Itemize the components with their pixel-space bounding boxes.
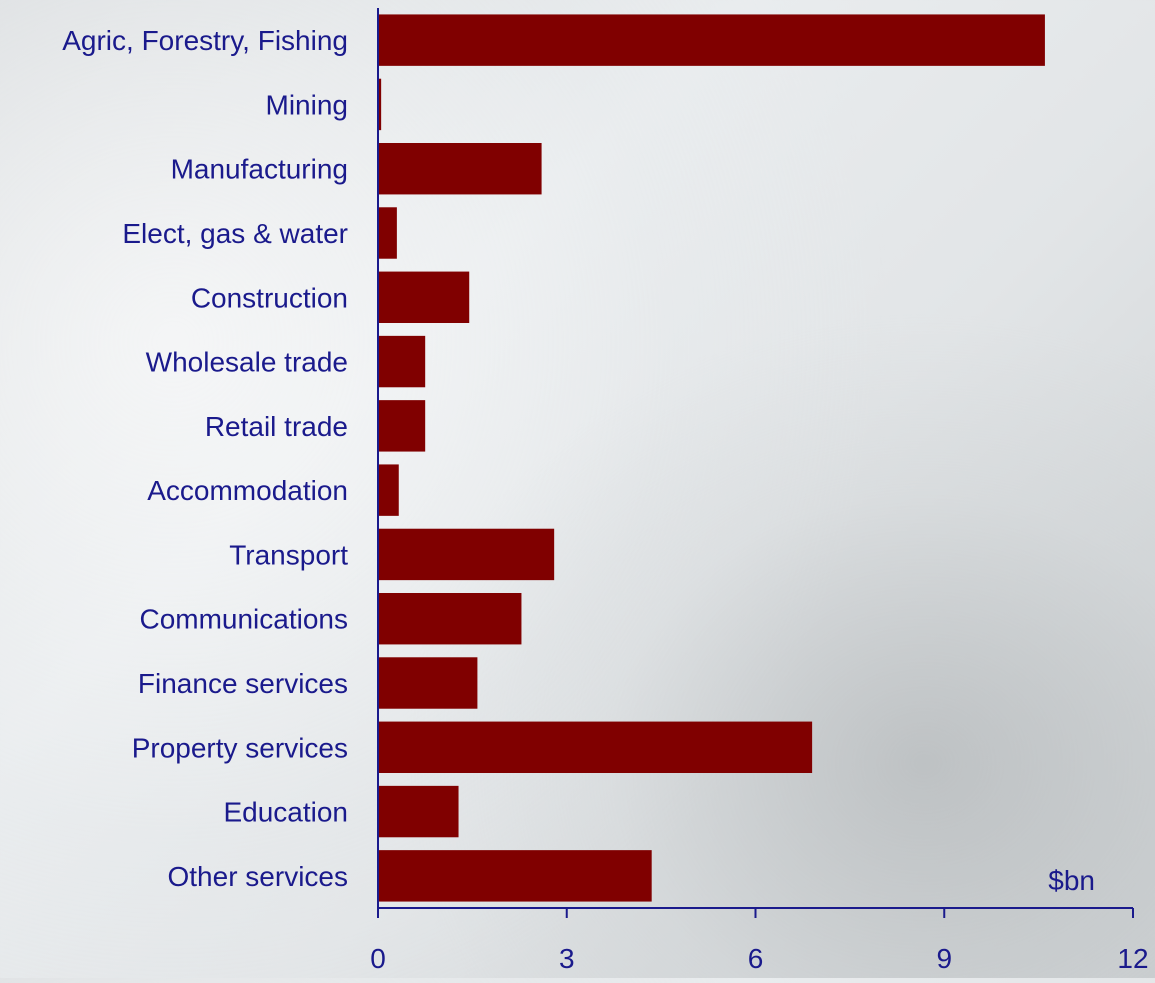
x-tick-label-1: 3 — [559, 943, 575, 974]
bar-12 — [378, 785, 459, 838]
category-label-3: Elect, gas & water — [122, 218, 348, 249]
bar-0 — [378, 14, 1045, 66]
bars-group — [378, 14, 1045, 902]
category-label-4: Construction — [191, 282, 348, 313]
x-tick-label-0: 0 — [370, 943, 386, 974]
category-label-0: Agric, Forestry, Fishing — [62, 25, 348, 56]
bar-8 — [378, 528, 555, 581]
bar-1 — [378, 78, 382, 131]
x-tick-label-3: 9 — [936, 943, 952, 974]
category-label-5: Wholesale trade — [146, 347, 348, 378]
category-labels-group: Agric, Forestry, Fishing Mining Manufactur… — [62, 25, 348, 892]
bar-7 — [378, 464, 399, 516]
x-ticks-group: 0 3 6 9 12 — [370, 908, 1149, 974]
bar-9 — [378, 593, 522, 645]
bar-5 — [378, 335, 426, 388]
bar-6 — [378, 400, 426, 452]
unit-label: $bn — [1048, 865, 1095, 896]
bar-11 — [378, 721, 813, 773]
category-label-9: Communications — [139, 604, 348, 635]
category-label-10: Finance services — [138, 668, 348, 699]
category-label-6: Retail trade — [205, 411, 348, 442]
category-label-1: Mining — [266, 89, 348, 120]
x-tick-label-4: 12 — [1117, 943, 1148, 974]
x-tick-label-2: 6 — [748, 943, 764, 974]
bar-2 — [378, 143, 542, 195]
category-label-8: Transport — [229, 539, 348, 570]
category-label-7: Accommodation — [147, 475, 348, 506]
bar-4 — [378, 271, 470, 323]
bar-10 — [378, 657, 478, 709]
category-label-12: Education — [223, 797, 348, 828]
bar-13 — [378, 850, 652, 902]
category-label-11: Property services — [132, 732, 348, 763]
category-label-13: Other services — [168, 861, 349, 892]
bar-3 — [378, 207, 397, 259]
category-label-2: Manufacturing — [171, 154, 348, 185]
